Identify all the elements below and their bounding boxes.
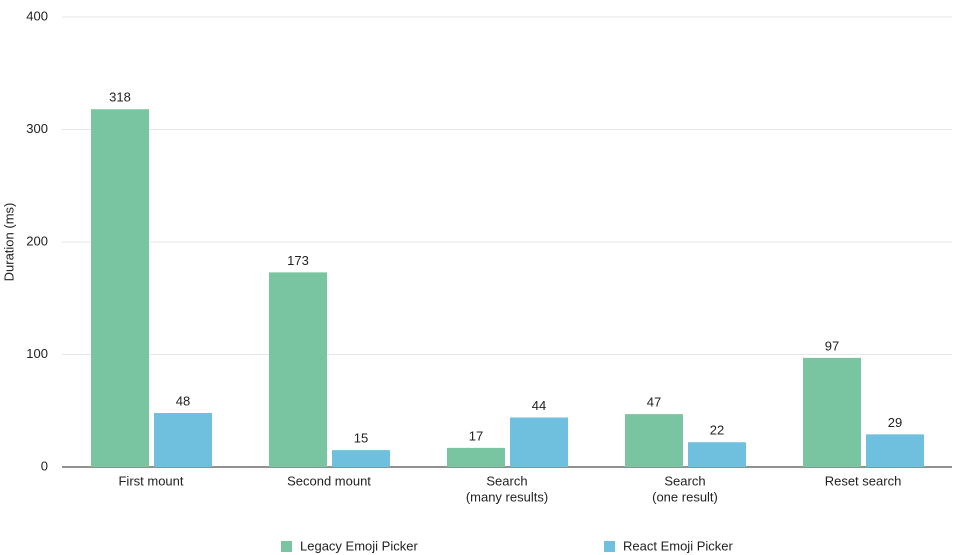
data-label: 22 xyxy=(710,423,724,438)
data-label: 29 xyxy=(888,415,902,430)
bar xyxy=(269,272,327,467)
x-tick-label: Search xyxy=(486,473,527,488)
x-tick-label: (one result) xyxy=(652,489,718,504)
data-label: 44 xyxy=(532,398,546,413)
data-label: 17 xyxy=(469,428,483,443)
bar xyxy=(803,357,861,467)
y-tick-label: 100 xyxy=(26,346,48,361)
data-label: 48 xyxy=(176,393,190,408)
y-tick-label: 300 xyxy=(26,121,48,136)
bar xyxy=(332,450,390,467)
bar xyxy=(688,442,746,467)
x-tick-label: (many results) xyxy=(466,489,548,504)
bar xyxy=(510,417,568,467)
data-label: 173 xyxy=(287,253,309,268)
data-label: 15 xyxy=(354,431,368,446)
y-tick-label: 0 xyxy=(41,458,48,473)
bar xyxy=(91,109,149,467)
bar xyxy=(625,414,683,467)
data-label: 47 xyxy=(647,395,661,410)
y-axis-label: Duration (ms) xyxy=(1,203,16,282)
x-tick-label: First mount xyxy=(118,473,183,488)
legend-swatch xyxy=(604,541,615,552)
x-tick-label: Search xyxy=(664,473,705,488)
bar xyxy=(866,434,924,467)
bar xyxy=(447,447,505,467)
y-tick-label: 200 xyxy=(26,233,48,248)
legend-label: React Emoji Picker xyxy=(623,538,733,553)
x-tick-label: Second mount xyxy=(287,473,371,488)
legend-swatch xyxy=(281,541,292,552)
data-label: 97 xyxy=(825,338,839,353)
x-tick-label: Reset search xyxy=(825,473,902,488)
legend-label: Legacy Emoji Picker xyxy=(300,538,418,553)
y-tick-label: 400 xyxy=(26,8,48,23)
data-label: 318 xyxy=(109,90,131,105)
bar xyxy=(154,413,212,467)
